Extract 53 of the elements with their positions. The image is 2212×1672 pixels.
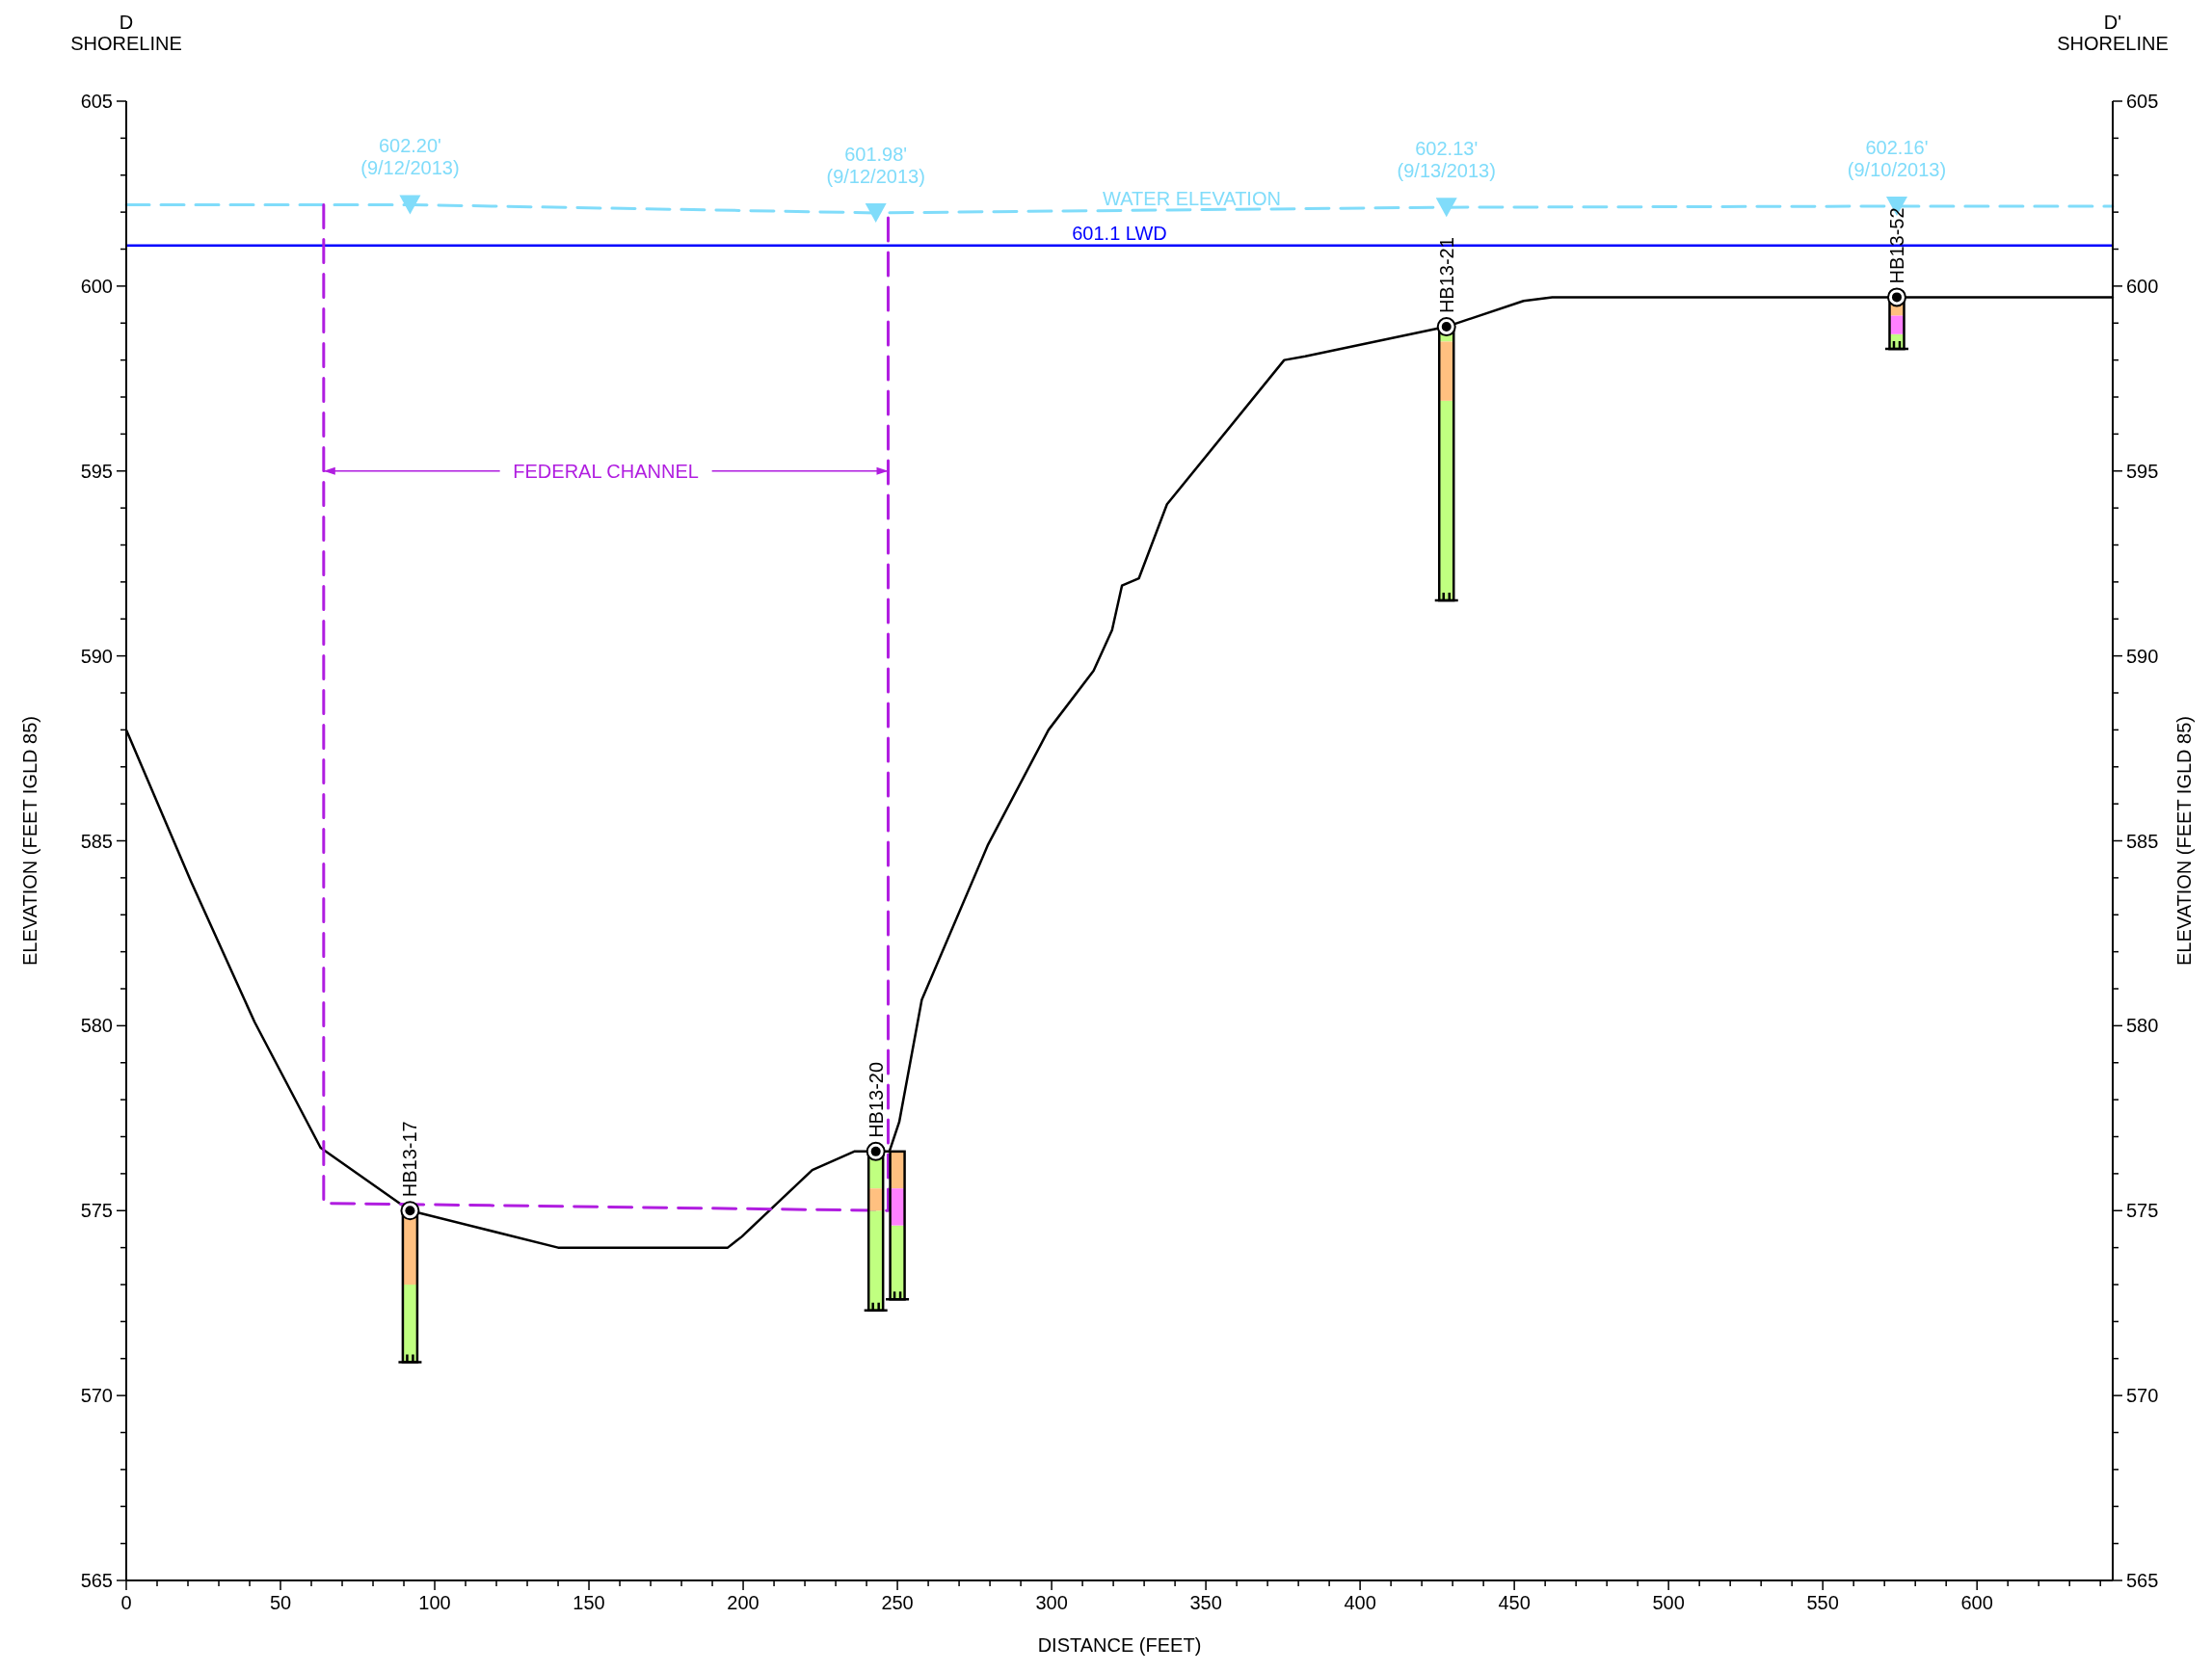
- y2-tick-label: 580: [2126, 1015, 2159, 1037]
- annotation: 602.13' (9/13/2013): [1397, 138, 1496, 182]
- y2-tick-label: 595: [2126, 460, 2159, 482]
- ref-line-label: 601.1 LWD: [1072, 222, 1167, 244]
- y-tick-label: 605: [80, 91, 113, 112]
- annotation: HB13-52: [1885, 207, 1907, 284]
- y-tick-label: 580: [80, 1015, 113, 1037]
- y-tick-label: 595: [80, 460, 113, 482]
- y2-tick-label: 590: [2126, 645, 2159, 667]
- y2-tick-label: 585: [2126, 830, 2159, 852]
- point: [865, 202, 887, 223]
- series-label: WATER ELEVATION: [1103, 188, 1281, 210]
- point: [399, 195, 421, 215]
- x-axis-title: DISTANCE (FEET): [1037, 1634, 1202, 1656]
- x-tick-label: 450: [1498, 1592, 1531, 1613]
- annotation: HB13-21: [1435, 237, 1457, 314]
- x-tick-label: 150: [573, 1592, 605, 1613]
- annotation: FEDERAL CHANNEL: [513, 460, 699, 482]
- x-tick-label: 300: [1035, 1592, 1068, 1613]
- x-tick-label: 0: [120, 1592, 132, 1613]
- annotation: HB13-17: [399, 1121, 421, 1198]
- y-axis-title: ELEVATION (FEET IGLD 85): [19, 716, 40, 966]
- y-tick-label: 600: [80, 275, 113, 297]
- y2-tick-label: 575: [2126, 1200, 2159, 1222]
- point: [866, 1141, 886, 1161]
- y-tick-label: 565: [80, 1570, 113, 1591]
- x-tick-label: 400: [1344, 1592, 1376, 1613]
- y-tick-label: 590: [80, 645, 113, 667]
- point: [1886, 287, 1906, 307]
- y2-tick-label: 600: [2126, 275, 2159, 297]
- y-tick-label: 575: [80, 1200, 113, 1222]
- y-tick-label: 585: [80, 830, 113, 852]
- line-series: [322, 202, 890, 1212]
- annotation: 601.98' (9/12/2013): [826, 143, 925, 187]
- annotation: 602.16' (9/10/2013): [1847, 136, 1947, 180]
- x-tick-label: 500: [1652, 1592, 1685, 1613]
- y2-axis-title: ELEVATION (FEET IGLD 85): [2173, 716, 2195, 966]
- y2-tick-label: 565: [2126, 1570, 2159, 1591]
- annotation: HB13-20: [865, 1061, 887, 1138]
- y-tick-label: 570: [80, 1385, 113, 1407]
- x-tick-label: 250: [881, 1592, 914, 1613]
- point: [1435, 198, 1457, 218]
- x-tick-label: 550: [1806, 1592, 1839, 1613]
- y2-tick-label: 605: [2126, 91, 2159, 112]
- y2-tick-label: 570: [2126, 1385, 2159, 1407]
- x-tick-label: 100: [418, 1592, 451, 1613]
- x-tick-label: 50: [269, 1592, 292, 1613]
- x-tick-label: 600: [1960, 1592, 1993, 1613]
- x-tick-label: 200: [727, 1592, 760, 1613]
- annotation: 602.20' (9/12/2013): [360, 135, 460, 179]
- text: D SHORELINE: [70, 12, 182, 54]
- text: D' SHORELINE: [2057, 12, 2169, 54]
- x-tick-label: 350: [1189, 1592, 1222, 1613]
